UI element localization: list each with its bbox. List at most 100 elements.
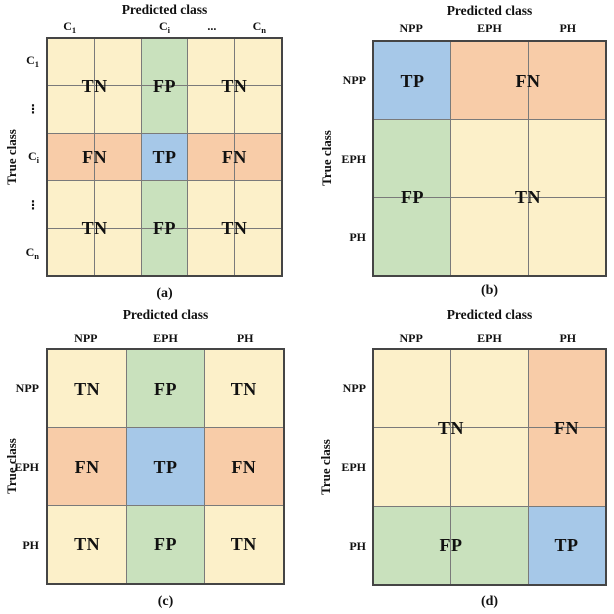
column-header: NPP — [399, 331, 423, 345]
matrix-cell-y — [235, 181, 281, 228]
matrix-cell-o — [528, 42, 605, 119]
matrix-cell-g — [141, 181, 188, 228]
column-header: EPH — [477, 331, 502, 345]
column-header: Ci — [158, 19, 171, 35]
matrix-cell-y — [48, 350, 126, 427]
column-header: ... — [207, 19, 217, 33]
matrix-cell-y — [48, 228, 94, 275]
row-header: ⋮ — [27, 102, 39, 116]
matrix-cell-g — [374, 506, 451, 584]
matrix-cell-b — [126, 428, 205, 505]
cell-label-fn: FN — [74, 456, 100, 477]
cell-label-tp: TP — [400, 70, 425, 91]
cell-label-fp: FP — [439, 534, 463, 555]
matrix-cell-y — [188, 181, 235, 228]
matrix-cell-y — [205, 506, 283, 583]
row-header: PH — [349, 230, 366, 245]
matrix-cell-o — [48, 133, 94, 181]
row-header: NPP — [342, 380, 366, 395]
matrix-cell-y — [451, 350, 528, 428]
confusion-matrix-grid: TN FN FP TP — [372, 348, 607, 586]
confusion-matrix-grid: TP FN FP TN — [372, 40, 607, 277]
matrix-cell-o — [205, 428, 283, 505]
matrix-cell-y — [188, 86, 235, 133]
row-headers: NPP EPH PH — [319, 40, 366, 277]
cell-label-tp: TP — [152, 147, 177, 167]
matrix-cell-y — [451, 428, 528, 506]
column-header: Cn — [252, 19, 266, 35]
matrix-cell-y — [94, 86, 141, 133]
panel-d: Predicted class NPP EPH PH NPP EPH PH True c… — [307, 300, 614, 614]
cell-label-tp: TP — [554, 534, 579, 555]
matrix-cell-o — [188, 133, 235, 181]
cell-label-fp: FP — [154, 534, 177, 555]
confusion-matrix-grid: TN FP TN FN TP FN TN FP TN — [46, 348, 285, 585]
matrix-cell-y — [374, 428, 451, 506]
cell-label-tn: TN — [437, 417, 464, 438]
row-header: NPP — [15, 380, 39, 395]
cell-label-fn: FN — [82, 147, 108, 167]
matrix-cell-b — [528, 506, 605, 584]
matrix-cell-o — [528, 428, 605, 506]
cell-label-fn: FN — [553, 417, 579, 438]
row-headers: NPP EPH PH — [0, 348, 39, 585]
panel-caption: (b) — [480, 283, 499, 298]
matrix-cell-y — [235, 39, 281, 86]
cell-label-tn: TN — [81, 76, 108, 97]
cell-label-fn: FN — [221, 147, 247, 167]
cell-label-tn: TN — [514, 187, 542, 208]
matrix-cell-y — [451, 120, 528, 197]
matrix-cell-y — [48, 39, 94, 86]
cell-label-tn: TN — [221, 217, 248, 238]
row-header: PH — [22, 538, 39, 553]
matrix-cell-y — [48, 181, 94, 228]
matrix-cell-y — [188, 228, 235, 275]
matrix-cell-o — [235, 133, 281, 181]
panel-a: Predicted class C1 Ci... Cn C1 ⋮ Ci ⋮ Cn True … — [0, 0, 307, 301]
matrix-cell-b — [141, 133, 188, 181]
cell-label-fn: FN — [515, 70, 541, 91]
column-headers: NPP EPH PH — [372, 20, 607, 36]
column-headers: C1 Ci... Cn — [46, 18, 283, 35]
column-header: PH — [559, 21, 577, 35]
cell-label-tn: TN — [81, 217, 108, 238]
matrix-cell-y — [451, 198, 528, 275]
predicted-class-title: Predicted class — [446, 307, 533, 322]
column-header: PH — [236, 331, 254, 345]
matrix-cell-y — [235, 86, 281, 133]
matrix-cell-y — [205, 350, 283, 427]
subscript: 1 — [34, 58, 39, 69]
matrix-cell-g — [141, 39, 188, 86]
cell-label-tn: TN — [74, 378, 101, 399]
matrix-cell-o — [48, 428, 126, 505]
matrix-cell-g — [374, 198, 451, 275]
cell-label-fp: FP — [153, 76, 176, 97]
matrix-cell-g — [126, 350, 205, 427]
predicted-class-title: Predicted class — [446, 3, 533, 18]
row-header: EPH — [341, 460, 366, 474]
matrix-cell-y — [374, 350, 451, 428]
panel-caption: (c) — [157, 594, 174, 609]
column-headers: NPP EPH PH — [46, 330, 285, 346]
cell-label-fn: FN — [231, 456, 257, 477]
predicted-class-title: Predicted class — [122, 307, 209, 322]
matrix-cell-g — [141, 228, 188, 275]
row-header: ⋮ — [27, 198, 39, 212]
row-header: NPP — [342, 72, 366, 87]
subscript: n — [34, 250, 39, 261]
matrix-cell-g — [126, 506, 205, 583]
row-header: EPH — [14, 459, 39, 474]
matrix-cell-y — [528, 198, 605, 275]
row-header: PH — [349, 539, 366, 554]
panel-caption: (d) — [480, 594, 499, 609]
cell-label-tn: TN — [230, 378, 257, 399]
true-class-title: True class — [4, 438, 19, 494]
column-header: C1 — [63, 19, 77, 35]
matrix-cell-y — [235, 228, 281, 275]
panel-c: Predicted class NPP EPH PH NPP EPH PH True c… — [0, 300, 307, 614]
subscript: n — [261, 25, 266, 35]
true-class-title: True class — [318, 439, 333, 495]
cell-label-tp: TP — [153, 456, 178, 477]
true-class-title: True class — [319, 130, 334, 186]
